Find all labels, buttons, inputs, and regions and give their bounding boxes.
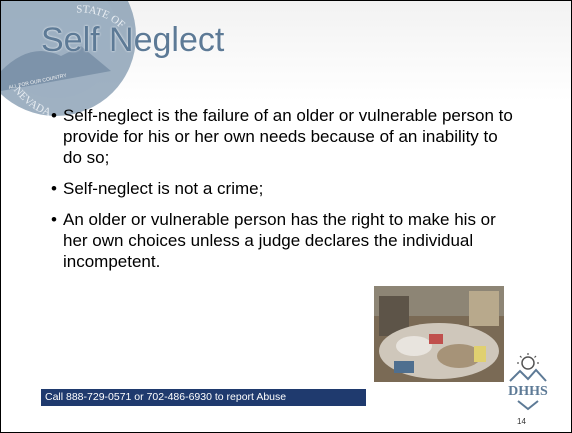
bullet: An older or vulnerable person has the ri… <box>51 209 521 272</box>
bullet: Self-neglect is the failure of an older … <box>51 105 521 168</box>
bullet: Self-neglect is not a crime; <box>51 178 521 199</box>
slide: STATE OF NEVADA ALL FOR OUR COUNTRY Self… <box>0 0 572 433</box>
state-seal: STATE OF NEVADA ALL FOR OUR COUNTRY <box>1 1 151 121</box>
cluttered-room-photo <box>374 286 504 382</box>
dhhs-logo: DHHS <box>508 353 548 411</box>
footer-text: Call 888-729-0571 or 702-486-6930 to rep… <box>45 391 286 403</box>
bullet-list: Self-neglect is the failure of an older … <box>51 105 521 282</box>
logo-text: DHHS <box>508 384 548 399</box>
footer-bar: Call 888-729-0571 or 702-486-6930 to rep… <box>41 389 366 406</box>
slide-title: Self Neglect <box>41 21 224 60</box>
page-number: 14 <box>517 417 526 426</box>
